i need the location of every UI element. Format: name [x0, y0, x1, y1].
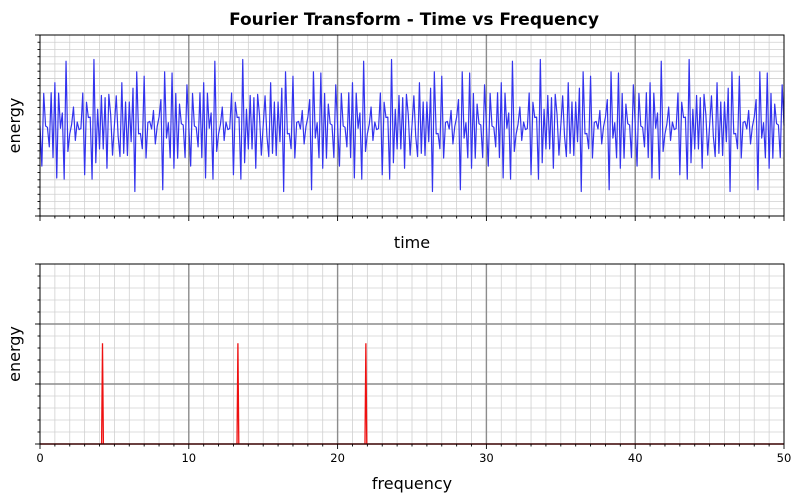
- x-tick-label: 10: [181, 451, 196, 465]
- frequency-y-axis-label: energy: [5, 326, 24, 382]
- time-y-axis-label: energy: [5, 98, 24, 154]
- x-tick-label: 0: [36, 451, 43, 465]
- spectrum-peak: [236, 343, 240, 445]
- chart-title: Fourier Transform - Time vs Frequency: [229, 10, 599, 30]
- time-signal-line: [39, 58, 785, 193]
- spectrum-peak: [100, 343, 105, 445]
- x-tick-label: 30: [479, 451, 494, 465]
- frequency-grid: [39, 264, 785, 444]
- x-tick-label: 20: [330, 451, 345, 465]
- time-signal-series: [39, 58, 785, 193]
- frequency-domain-panel: 0 10 20 30 40 50 frequency energy: [5, 263, 792, 493]
- x-tick-label: 50: [777, 451, 792, 465]
- spectrum-peak: [364, 343, 368, 445]
- time-x-axis-label: time: [394, 233, 430, 252]
- time-domain-panel: time energy: [5, 34, 785, 252]
- x-tick-label: 40: [628, 451, 643, 465]
- frequency-x-axis-label: frequency: [372, 474, 452, 493]
- time-ticks: [35, 34, 785, 221]
- frequency-ticks: 0 10 20 30 40 50: [35, 263, 792, 465]
